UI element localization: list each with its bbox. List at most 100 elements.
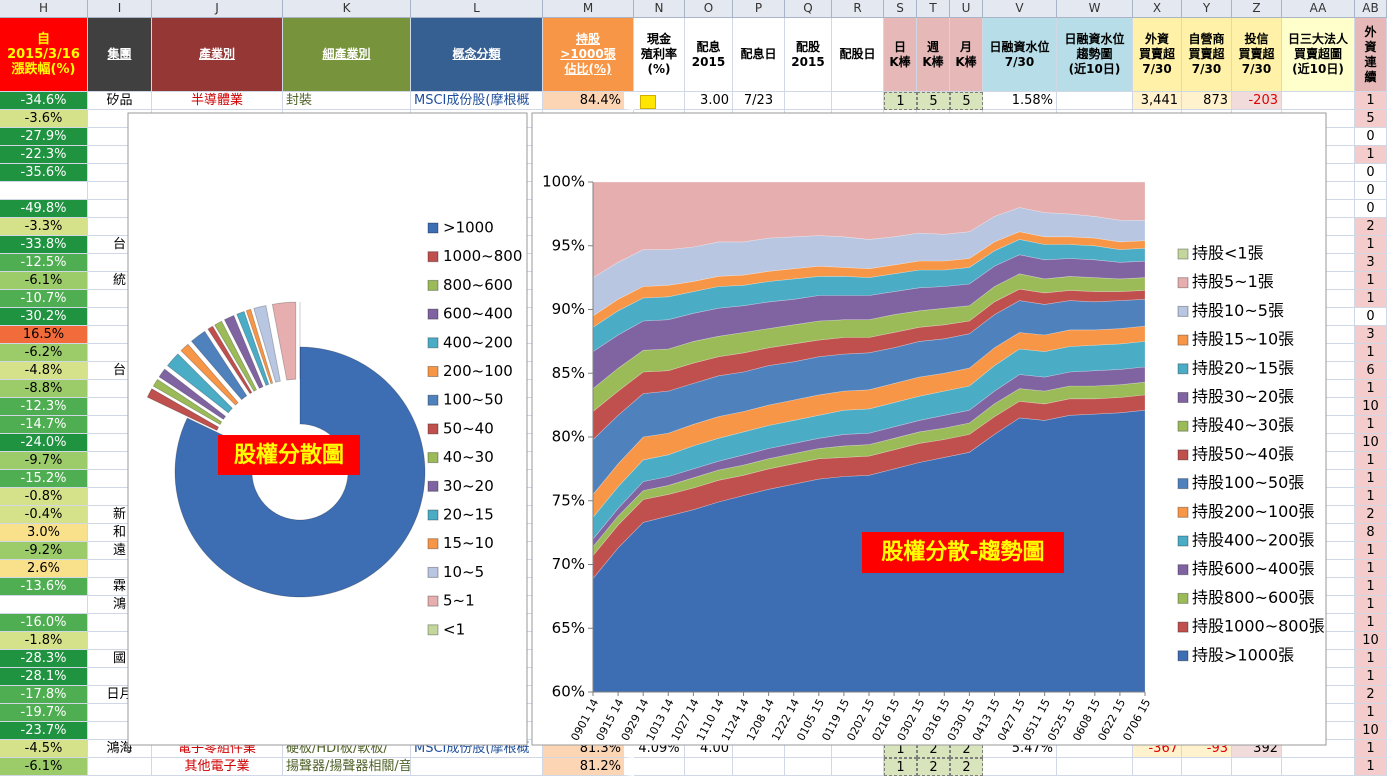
cell [785,92,832,110]
donut-slice [174,346,426,598]
legend-label: 持股20~15張 [1192,358,1294,377]
cell-text: -16.0% [0,614,88,632]
cell-text: -33.8% [0,236,88,254]
legend-swatch [1177,248,1189,260]
legend-swatch [427,251,439,263]
legend-swatch [1177,650,1189,662]
cell-text: -9.2% [0,542,88,560]
column-letter: AB [1355,0,1387,18]
cell-text: -9.7% [0,452,88,470]
legend-label: 持股5~1張 [1192,272,1274,291]
donut-slice [223,314,264,389]
legend-label: 持股15~10張 [1192,330,1294,349]
column-letter: H [0,0,88,18]
legend-label: <1 [443,620,465,638]
cell-text: -24.0% [0,434,88,452]
legend-swatch [427,308,439,320]
legend-swatch [1177,334,1189,346]
legend-swatch [1177,392,1189,403]
cell-text: -19.7% [0,704,88,722]
legend-swatch [1177,305,1189,317]
column-header: 外資 買賣超 7/30 [1133,18,1182,92]
column-letter: P [733,0,785,18]
y-tick-label: 60% [552,683,585,701]
cell-text: -27.9% [0,128,88,146]
donut-slice [190,330,248,401]
area-series [592,298,1146,496]
column-letter: J [152,0,283,18]
column-header: 產業別 [152,18,283,92]
legend-label: 15~10 [443,534,494,552]
legend-swatch [427,337,439,349]
legend-swatch [427,566,439,578]
legend-swatch [1177,592,1189,604]
column-header: 細產業別 [283,18,411,92]
column-letter: Q [785,0,832,18]
donut-slice [207,325,253,395]
cell [0,182,88,200]
cell [1282,740,1355,758]
donut-slice [146,388,220,431]
legend-label: 持股50~40張 [1192,444,1294,463]
cell-text: -13.6% [0,578,88,596]
cell-text: 3.00 [685,92,733,110]
area-series [592,288,1146,441]
area-series [592,181,1146,279]
cell-text: 2 [917,758,950,776]
cell [733,740,785,758]
legend-swatch [427,394,439,406]
donut-slice [214,320,258,392]
legend-swatch [1177,535,1189,547]
donut-slice [180,343,239,406]
cell-text: 5 [917,92,950,110]
legend-label: 800~600 [443,276,513,294]
column-header: 日融資水位 趨勢圖 (近10日) [1057,18,1133,92]
legend-label: 持股200~100張 [1192,502,1315,521]
legend-swatch [427,452,439,464]
cell [685,758,733,776]
cell [1232,758,1282,776]
legend-swatch [427,366,439,377]
column-header: 投信 買賣超 7/30 [1232,18,1282,92]
cell-text: -4.5% [0,740,88,758]
column-header: 持股 >1000張 佔比(%) [543,18,634,92]
cell-text: -35.6% [0,164,88,182]
legend-label: 200~100 [443,362,513,380]
legend-swatch [427,595,439,607]
cell-text: -3.6% [0,110,88,128]
column-header: 集團 [88,18,152,92]
cell [733,758,785,776]
legend-label: 持股100~50張 [1192,473,1304,492]
cell-text: 81.2% [543,758,634,776]
cell-text: -6.1% [0,758,88,776]
column-letter: M [543,0,634,18]
cell-text: -4.8% [0,362,88,380]
y-tick-label: 70% [552,555,585,573]
legend-swatch [1177,506,1189,518]
column-header: 自 2015/3/16 漲跌幅(%) [0,18,88,92]
cell-text: -203 [1232,92,1282,110]
legend-label: 持股>1000張 [1192,645,1294,664]
column-letter: Y [1182,0,1232,18]
column-letter: Z [1232,0,1282,18]
cell-text: -6.2% [0,344,88,362]
legend-label: 5~1 [443,592,475,610]
legend-swatch [427,538,439,550]
legend-swatch [427,222,439,234]
yield-indicator [640,95,656,109]
column-header: 現金 殖利率 (%) [634,18,685,92]
cell [0,596,88,614]
column-header: 自營商 買賣超 7/30 [1182,18,1232,92]
cell-text: 10 [1355,434,1387,452]
area-series [592,341,1146,540]
donut-slice [152,378,223,425]
legend-label: 20~15 [443,506,494,524]
cell-text: 5 [950,92,983,110]
cell-text: 16.5% [0,326,88,344]
donut-slice [236,310,270,386]
legend-swatch [427,423,439,435]
column-header: 日融資水位 7/30 [983,18,1057,92]
cell [1133,758,1182,776]
cell-text: 7/23 [733,92,785,110]
